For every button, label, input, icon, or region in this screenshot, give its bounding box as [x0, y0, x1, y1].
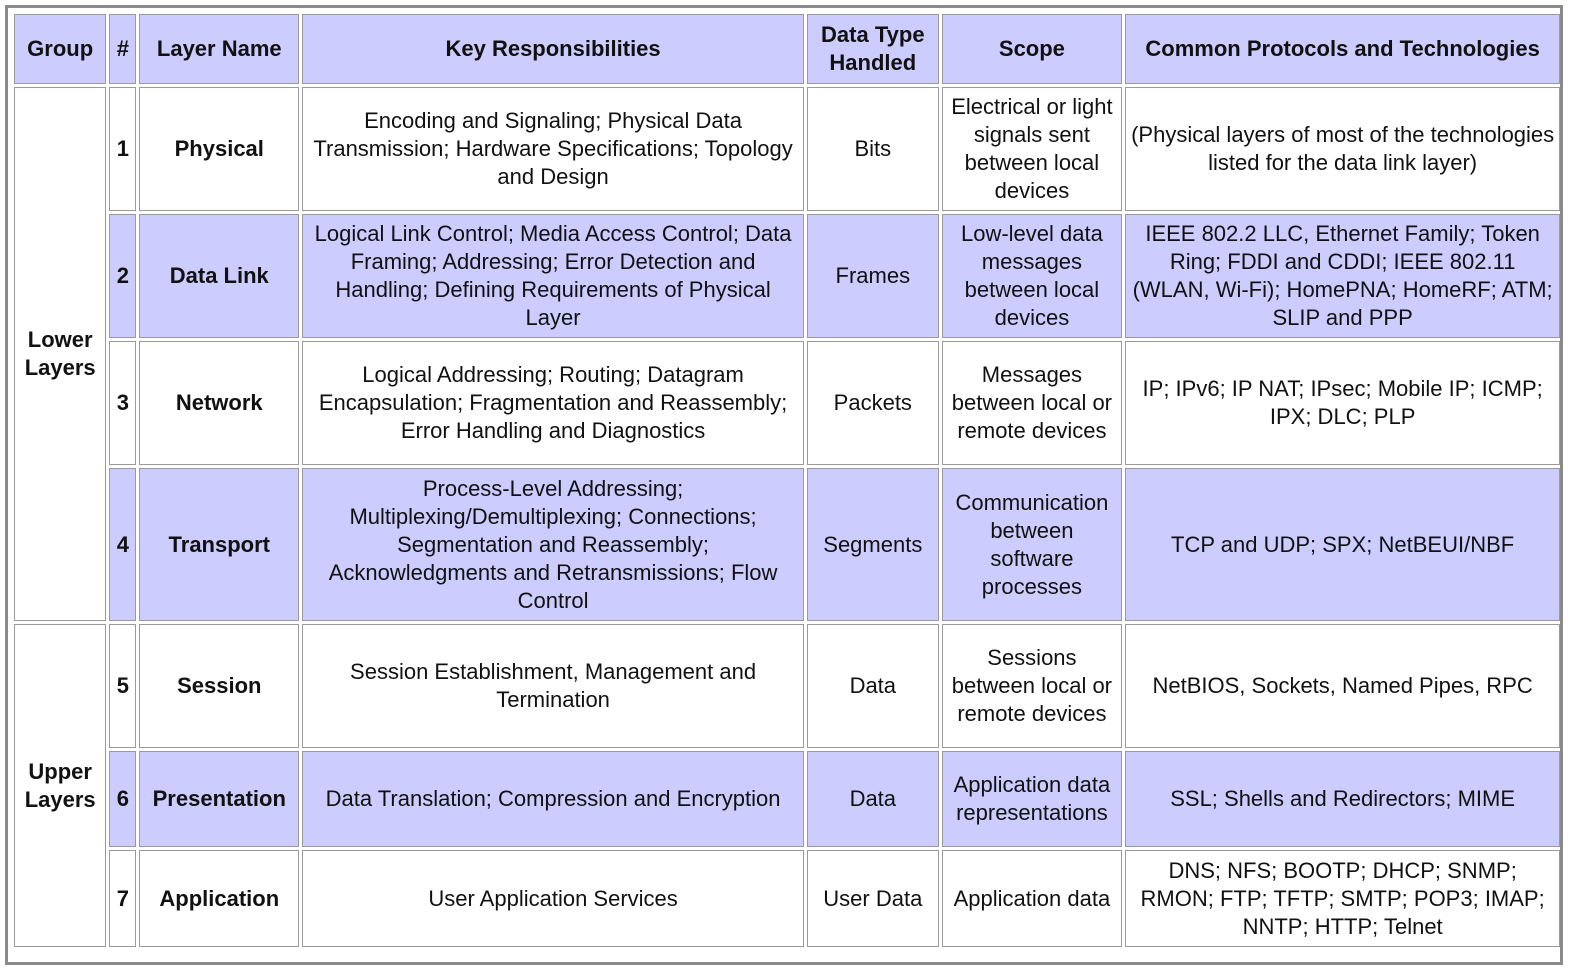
layer-row: 7 Application User Application Services Use…: [14, 850, 1560, 947]
header-cell: Key Responsibilities: [302, 14, 805, 84]
num-cell: 6: [109, 751, 137, 847]
header-cell: Layer Name: [139, 14, 300, 84]
responsibilities-cell: Session Establishment, Management and Te…: [302, 624, 805, 748]
data-type-cell: User Data: [807, 850, 939, 947]
layer-row: 6 Presentation Data Translation; Compressi…: [14, 751, 1560, 847]
responsibilities-cell: Encoding and Signaling; Physical Data Tr…: [302, 87, 805, 211]
num-cell: 5: [109, 624, 137, 748]
name-cell: Transport: [139, 468, 300, 621]
name-cell: Network: [139, 341, 300, 465]
layer-row: 2 Data Link Logical Link Control; Media Ac…: [14, 214, 1560, 338]
responsibilities-cell: Data Translation; Compression and Encryp…: [302, 751, 805, 847]
data-type-cell: Packets: [807, 341, 939, 465]
name-cell: Application: [139, 850, 300, 947]
protocols-cell: IEEE 802.2 LLC, Ethernet Family; Token R…: [1125, 214, 1560, 338]
num-cell: 1: [109, 87, 137, 211]
group-cell: Lower Layers: [14, 87, 107, 621]
scope-cell: Electrical or light signals sent between…: [941, 87, 1123, 211]
data-type-cell: Bits: [807, 87, 939, 211]
num-cell: 7: [109, 850, 137, 947]
num-cell: 4: [109, 468, 137, 621]
table-frame: Group # Layer Name Key Responsibilities Data…: [5, 5, 1563, 965]
responsibilities-cell: Process-Level Addressing; Multiplexing/D…: [302, 468, 805, 621]
osi-table: Group # Layer Name Key Responsibilities Data…: [11, 11, 1563, 950]
header-cell: Common Protocols and Technologies: [1125, 14, 1560, 84]
protocols-cell: (Physical layers of most of the technolo…: [1125, 87, 1560, 211]
header-cell: #: [109, 14, 137, 84]
num-cell: 2: [109, 214, 137, 338]
layer-row: Lower Layers 1 Physical Encoding and Signal…: [14, 87, 1560, 621]
scope-cell: Messages between local or remote devices: [941, 341, 1123, 465]
name-cell: Data Link: [139, 214, 300, 338]
group-cell: Upper Layers: [14, 624, 107, 947]
scope-cell: Application data representations: [941, 751, 1123, 847]
name-cell: Session: [139, 624, 300, 748]
scope-cell: Communication between software processes: [941, 468, 1123, 621]
header-cell: Scope: [941, 14, 1123, 84]
layer-row: 3 Network Logical Addressing; Routing; Dat…: [14, 341, 1560, 465]
responsibilities-cell: Logical Addressing; Routing; Datagram En…: [302, 341, 805, 465]
name-cell: Physical: [139, 87, 300, 211]
name-cell: Presentation: [139, 751, 300, 847]
layer-row: Upper Layers 5 Session Session Establishmen…: [14, 624, 1560, 947]
scope-cell: Sessions between local or remote devices: [941, 624, 1123, 748]
responsibilities-cell: Logical Link Control; Media Access Contr…: [302, 214, 805, 338]
header-row: Group # Layer Name Key Responsibilities Data…: [14, 14, 1560, 84]
data-type-cell: Data: [807, 624, 939, 748]
data-type-cell: Frames: [807, 214, 939, 338]
responsibilities-cell: User Application Services: [302, 850, 805, 947]
layer-row: 4 Transport Process-Level Addressing; Mult…: [14, 468, 1560, 621]
protocols-cell: NetBIOS, Sockets, Named Pipes, RPC: [1125, 624, 1560, 748]
scope-cell: Low-level data messages between local de…: [941, 214, 1123, 338]
data-type-cell: Data: [807, 751, 939, 847]
protocols-cell: IP; IPv6; IP NAT; IPsec; Mobile IP; ICMP…: [1125, 341, 1560, 465]
protocols-cell: TCP and UDP; SPX; NetBEUI/NBF: [1125, 468, 1560, 621]
num-cell: 3: [109, 341, 137, 465]
data-type-cell: Segments: [807, 468, 939, 621]
protocols-cell: DNS; NFS; BOOTP; DHCP; SNMP; RMON; FTP; …: [1125, 850, 1560, 947]
protocols-cell: SSL; Shells and Redirectors; MIME: [1125, 751, 1560, 847]
header-cell: Group: [14, 14, 107, 84]
scope-cell: Application data: [941, 850, 1123, 947]
header-cell: Data Type Handled: [807, 14, 939, 84]
